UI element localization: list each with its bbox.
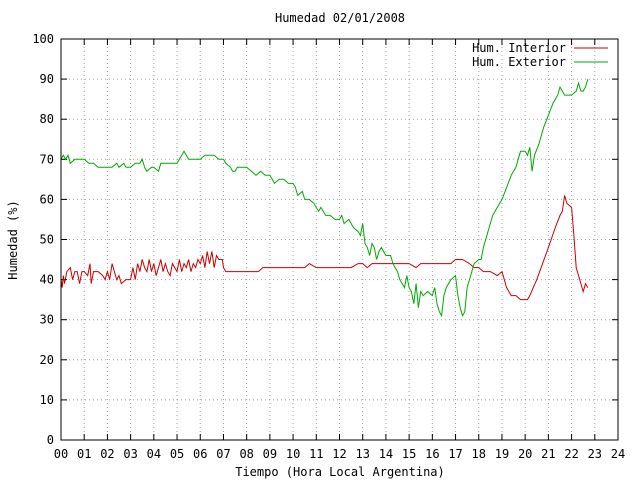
x-tick-label: 10 [286,447,300,461]
x-tick-label: 05 [170,447,184,461]
legend-label-interior: Hum. Interior [472,41,566,55]
x-tick-label: 24 [611,447,625,461]
x-tick-label: 22 [564,447,578,461]
y-tick-label: 20 [40,353,54,367]
x-tick-label: 13 [355,447,369,461]
series-lines [60,78,589,318]
series-line-interior [60,195,589,301]
chart-title: Humedad 02/01/2008 [275,11,405,25]
x-tick-label: 03 [123,447,137,461]
x-tick-label: 08 [239,447,253,461]
x-tick-label: 04 [147,447,161,461]
x-tick-label: 12 [332,447,346,461]
x-tick-label: 09 [263,447,277,461]
y-tick-label: 60 [40,192,54,206]
x-tick-label: 02 [100,447,114,461]
series-line-exterior [60,78,589,318]
y-tick-label: 90 [40,72,54,86]
x-tick-label: 21 [541,447,555,461]
x-tick-label: 01 [77,447,91,461]
legend: Hum. Interior Hum. Exterior [472,41,608,69]
y-tick-label: 10 [40,393,54,407]
x-tick-label: 23 [588,447,602,461]
x-tick-label: 17 [448,447,462,461]
x-tick-label: 00 [54,447,68,461]
x-tick-label: 06 [193,447,207,461]
plot-frame [60,38,619,441]
grid [61,39,618,440]
axis-ticks: 00 01 02 03 04 05 06 07 08 09 10 11 12 13 14 15 16 17 18 19… [32,32,625,461]
x-tick-label: 11 [309,447,323,461]
x-tick-label: 19 [495,447,509,461]
x-tick-label: 07 [216,447,230,461]
x-tick-label: 14 [379,447,393,461]
y-tick-label: 80 [40,112,54,126]
y-tick-label: 40 [40,273,54,287]
x-axis-label: Tiempo (Hora Local Argentina) [235,465,445,479]
x-tick-label: 15 [402,447,416,461]
y-tick-label: 50 [40,233,54,247]
y-tick-label: 0 [47,433,54,447]
legend-label-exterior: Hum. Exterior [472,55,566,69]
y-axis-label: Humedad (%) [6,200,20,279]
y-tick-label: 30 [40,313,54,327]
x-tick-label: 20 [518,447,532,461]
y-tick-label: 100 [32,32,54,46]
y-tick-label: 70 [40,152,54,166]
x-tick-label: 18 [472,447,486,461]
x-tick-label: 16 [425,447,439,461]
